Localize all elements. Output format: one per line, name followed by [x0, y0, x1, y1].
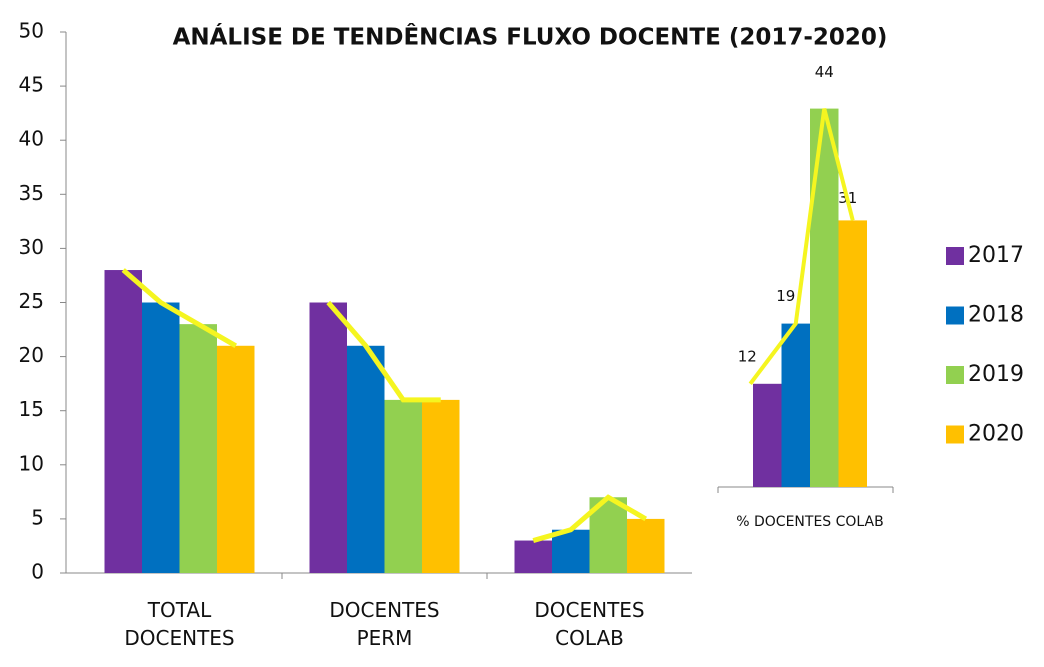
y-tick-label: 30: [19, 235, 44, 259]
legend-label: 2019: [968, 362, 1024, 387]
bar: [422, 399, 460, 573]
bar: [309, 302, 347, 573]
bar: [810, 108, 839, 487]
bar: [838, 220, 867, 487]
bar: [142, 302, 180, 573]
bar: [753, 383, 782, 487]
trend-line: [532, 494, 647, 543]
chart-title: ANÁLISE DE TENDÊNCIAS FLUXO DOCENTE (201…: [173, 23, 888, 51]
bar: [384, 399, 422, 573]
bar: [347, 345, 385, 573]
data-label: 19: [776, 287, 795, 305]
y-tick-label: 25: [19, 289, 44, 313]
legend-swatch: [946, 366, 964, 384]
trend-line: [748, 108, 855, 386]
legend-swatch: [946, 247, 964, 265]
legend-label: 2020: [968, 422, 1024, 447]
x-tick-label: DOCENTES PERM: [329, 598, 440, 650]
data-label: 12: [738, 347, 757, 365]
legend-swatch: [946, 306, 964, 325]
data-label: 44: [815, 63, 834, 81]
x-tick-label: % DOCENTES COLAB: [736, 514, 884, 530]
y-tick-label: 35: [19, 181, 44, 205]
legend-swatch: [946, 425, 964, 444]
x-tick-label: DOCENTES COLAB: [534, 598, 645, 650]
y-tick-label: 50: [19, 19, 44, 43]
y-tick-label: 0: [31, 560, 44, 584]
bar: [514, 540, 552, 573]
bar: [781, 323, 810, 487]
legend-label: 2017: [968, 243, 1024, 268]
bar: [104, 270, 142, 573]
bar: [552, 529, 590, 573]
y-tick-label: 10: [19, 451, 44, 475]
bar: [217, 345, 255, 573]
legend-label: 2018: [968, 303, 1024, 328]
trend-line: [121, 268, 237, 348]
y-tick-label: 45: [19, 73, 44, 97]
trend-line: [326, 300, 441, 403]
y-tick-label: 15: [19, 397, 44, 421]
y-tick-label: 5: [31, 505, 44, 529]
bar: [179, 324, 217, 573]
x-tick-label: TOTAL DOCENTES: [124, 598, 235, 650]
y-tick-label: 20: [19, 343, 44, 367]
y-tick-label: 40: [19, 127, 44, 151]
bar: [627, 518, 665, 573]
